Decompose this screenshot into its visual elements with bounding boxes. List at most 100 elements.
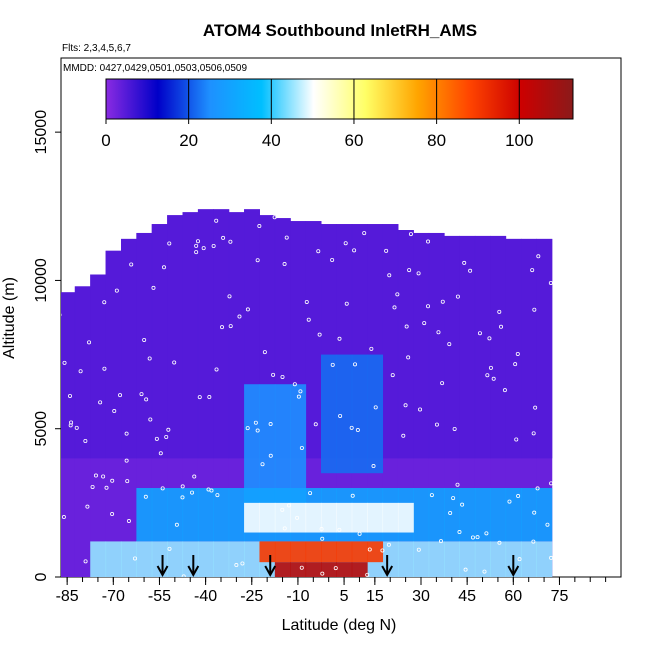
sample-points xyxy=(61,215,554,577)
sample-point xyxy=(172,360,177,365)
sample-point xyxy=(320,536,325,541)
rh-cell xyxy=(290,384,307,503)
sample-point xyxy=(333,566,338,571)
x-tick-label: -85 xyxy=(56,588,79,605)
sample-point xyxy=(299,565,304,570)
sample-point xyxy=(143,494,148,499)
sample-point xyxy=(286,503,291,508)
sample-point xyxy=(262,350,267,355)
sample-point xyxy=(371,464,376,469)
rh-cell xyxy=(305,562,322,577)
sample-point xyxy=(308,491,313,496)
sample-point xyxy=(181,574,186,577)
rh-cell xyxy=(428,541,445,577)
sample-point xyxy=(407,268,412,273)
sample-point xyxy=(357,531,362,536)
sample-point xyxy=(296,394,301,399)
sample-point xyxy=(406,355,411,360)
sample-point xyxy=(355,428,360,433)
rh-cell xyxy=(167,541,184,577)
sample-point xyxy=(408,232,413,237)
sample-point xyxy=(160,486,165,491)
sample-point xyxy=(422,321,427,326)
y-axis-label: Altitude (m) xyxy=(1,277,18,359)
colorbar-tick-label: 100 xyxy=(505,131,533,150)
sample-point xyxy=(280,507,285,512)
dates-note: MMDD: 0427,0429,0501,0503,0506,0509 xyxy=(63,63,247,74)
y-axis: 0 5000 10000 15000 xyxy=(33,110,61,581)
sample-point xyxy=(228,324,233,329)
rh-cell xyxy=(382,502,399,533)
rh-cell xyxy=(536,238,553,459)
sample-point xyxy=(499,324,504,329)
sample-point xyxy=(475,535,480,540)
sample-point xyxy=(514,437,519,442)
rh-cell xyxy=(413,541,430,577)
flight-arrow-head xyxy=(187,565,200,578)
sample-point xyxy=(245,307,250,312)
flight-arrow-head xyxy=(264,565,277,578)
sample-point xyxy=(403,403,408,408)
rh-cell xyxy=(197,541,214,577)
flight-arrow-head xyxy=(381,565,394,578)
sample-point xyxy=(118,393,123,398)
flight-arrows xyxy=(156,555,520,578)
rh-cell xyxy=(382,224,399,459)
sample-point xyxy=(362,231,367,236)
rh-cell xyxy=(428,232,445,459)
sample-point xyxy=(148,417,153,422)
sample-point xyxy=(440,381,445,386)
x-tick-label: 30 xyxy=(412,588,430,605)
rh-cell xyxy=(413,232,430,459)
sample-point xyxy=(487,336,492,341)
sample-point xyxy=(434,422,439,427)
sample-point xyxy=(451,496,456,501)
sample-point xyxy=(491,376,496,381)
sample-point xyxy=(429,493,434,498)
sample-point xyxy=(482,569,487,574)
sample-point xyxy=(215,493,220,498)
sample-point xyxy=(317,332,322,337)
colorbar-tick-label: 0 xyxy=(101,131,110,150)
rh-cell xyxy=(321,502,337,533)
sample-point xyxy=(180,495,185,500)
sample-point xyxy=(220,325,225,330)
sample-point xyxy=(90,484,95,489)
sample-point xyxy=(452,426,457,431)
sample-point xyxy=(468,268,473,273)
rh-cell xyxy=(274,384,291,503)
colorbar-tick-label: 40 xyxy=(262,131,281,150)
rh-cell xyxy=(197,488,214,542)
sample-point xyxy=(284,235,289,240)
rh-cell xyxy=(397,230,414,459)
sample-point xyxy=(102,300,107,305)
sample-point xyxy=(110,512,115,517)
rh-cell xyxy=(444,235,460,459)
sample-point xyxy=(349,425,354,430)
rh-cell xyxy=(351,354,368,474)
sample-point xyxy=(282,262,287,267)
sample-point xyxy=(369,346,374,351)
sample-point xyxy=(268,422,273,427)
colorbar-tick-label: 20 xyxy=(179,131,198,150)
sample-point xyxy=(78,369,83,374)
sample-point xyxy=(197,395,202,400)
sample-point xyxy=(320,571,325,576)
sample-point xyxy=(306,317,311,322)
sample-point xyxy=(462,260,467,265)
rh-cell xyxy=(228,541,245,577)
rh-cell xyxy=(136,232,153,459)
rh-cell xyxy=(474,541,491,577)
sample-point xyxy=(255,428,260,433)
sample-point xyxy=(353,362,358,367)
sample-point xyxy=(338,413,343,418)
flight-arrow-head xyxy=(156,565,169,578)
sample-point xyxy=(380,548,385,553)
rh-cell xyxy=(290,562,307,577)
sample-point xyxy=(337,527,342,532)
sample-point xyxy=(85,504,90,509)
sample-point xyxy=(418,407,423,412)
sample-point xyxy=(69,420,74,425)
sample-point xyxy=(502,388,507,393)
